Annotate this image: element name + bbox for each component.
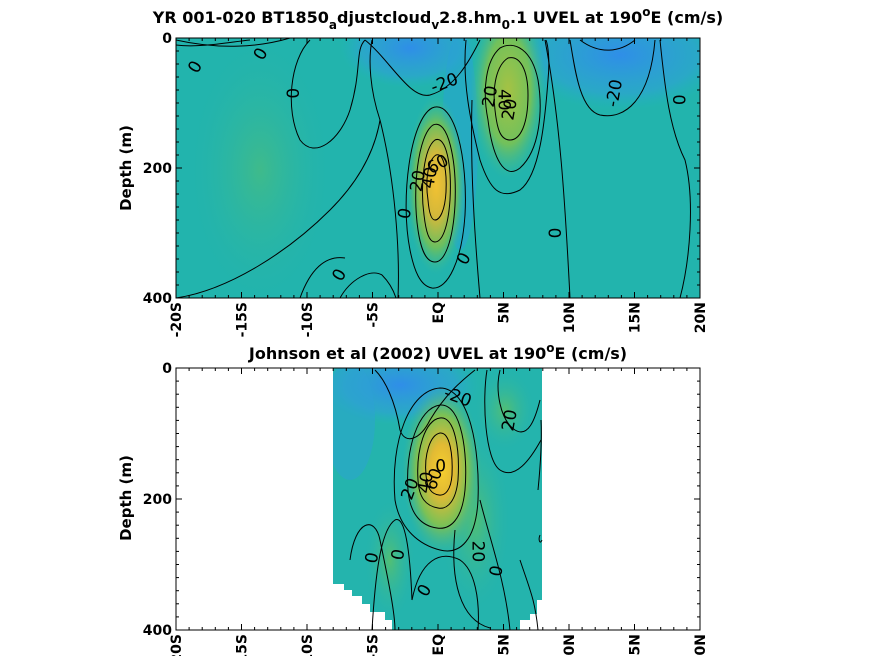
contour-line: [538, 534, 543, 543]
contour-label: 0: [435, 456, 446, 476]
contour-line: [349, 524, 396, 630]
contours-top: [176, 38, 691, 298]
contour-line: [176, 119, 381, 298]
contour-label: 0: [670, 94, 690, 105]
x-tick-label: -20S: [169, 302, 185, 337]
x-tick-label: 20N: [693, 634, 709, 656]
title-bottom: Johnson et al (2002) UVEL at 190oE (cm/s…: [248, 341, 627, 363]
x-tick-label: 15N: [628, 302, 644, 333]
contour-label: 20: [498, 97, 521, 122]
contour-line: [176, 38, 291, 47]
x-tick-label: -10S: [300, 634, 316, 656]
contour-line: [411, 555, 479, 630]
x-axis-bottom: -20S -15S -10S -5S EQ 5N 10N 15N 20N: [169, 368, 709, 656]
panel-bottom: Johnson et al (2002) UVEL at 190oE (cm/s…: [117, 341, 709, 656]
contour-line: [407, 404, 467, 529]
x-tick-label: 5N: [497, 634, 513, 655]
contour-label: 0: [284, 88, 304, 99]
panel-top: YR 001-020 BT1850adjustcloudv2.8.hm0.1 U…: [117, 5, 723, 337]
core-eq: [406, 95, 466, 275]
contour-label: 40: [494, 89, 514, 111]
contours-bottom: [349, 369, 543, 630]
x-tick-label: -15S: [235, 302, 251, 337]
y-axis-label-top: Depth (m): [117, 125, 135, 211]
y-tick-label: 400: [143, 623, 172, 639]
y-axis-label-bottom: Depth (m): [117, 455, 135, 541]
contour-line: [659, 39, 691, 298]
contour-label: 0: [394, 206, 416, 220]
contour-label: 0: [486, 564, 508, 578]
x-tick-label: -15S: [235, 634, 251, 656]
x-tick-label: -5S: [366, 634, 382, 656]
contour-line: [497, 369, 541, 433]
contour-line: [544, 39, 571, 298]
y-tick-label: 400: [143, 291, 172, 307]
x-tick-label: 10N: [562, 302, 578, 333]
contour-line: [371, 519, 413, 630]
contour-line: [479, 499, 511, 630]
contour-line: [464, 39, 550, 195]
contour-line: [299, 257, 346, 298]
x-axis-top: -20S -15S -10S -5S EQ 5N 10N 15N 20N: [169, 38, 709, 337]
contour-line: [537, 419, 542, 491]
blue-region-north: [510, 38, 700, 110]
x-tick-label: -20S: [169, 634, 185, 656]
contour-line: [415, 123, 456, 263]
contour-label: 20: [407, 169, 430, 194]
contour-line: [422, 139, 451, 243]
x-tick-label: EQ: [431, 302, 447, 324]
blue-region-center: [340, 38, 480, 88]
heatmap-top: [176, 38, 700, 298]
contour-label: -20: [603, 78, 628, 109]
contour-line: [339, 272, 397, 298]
contour-line: [290, 39, 366, 149]
contour-line: [569, 39, 656, 117]
contour-label: 20: [479, 84, 502, 109]
y-tick-label: 0: [162, 31, 172, 47]
contour-line: [453, 529, 491, 629]
y-tick-label: 200: [143, 161, 172, 177]
contour-label: 20: [467, 541, 487, 563]
contour-line: [417, 417, 459, 509]
contour-line: [471, 99, 481, 298]
contour-line: [519, 559, 539, 630]
x-tick-label: 20N: [693, 302, 709, 333]
contour-line: [364, 39, 481, 96]
x-tick-label: -10S: [300, 302, 316, 337]
contour-label: 0: [546, 228, 566, 239]
contour-line: [426, 154, 447, 221]
contour-line: [484, 44, 541, 172]
contour-label: 0: [388, 548, 410, 562]
contour-label: 0: [362, 551, 384, 565]
contour-label: 20: [498, 408, 521, 433]
x-tick-label: EQ: [431, 634, 447, 656]
contour-line: [393, 387, 479, 552]
contour-line: [176, 39, 251, 47]
contour-line: [484, 369, 542, 474]
contour-line: [579, 39, 636, 51]
title-top: YR 001-020 BT1850adjustcloudv2.8.hm0.1 U…: [152, 5, 723, 32]
y-tick-label: 0: [162, 361, 172, 377]
green-band-3: [475, 370, 535, 450]
green-band-1: [365, 500, 415, 620]
contour-line: [369, 39, 399, 298]
contour-line: [425, 432, 453, 496]
x-tick-label: -5S: [366, 302, 382, 328]
contour-line: [493, 57, 529, 141]
y-tick-label: 200: [143, 492, 172, 508]
blue-region-bottom-2: [325, 368, 375, 480]
core-eq-bottom: [402, 385, 482, 555]
contour-label: 40: [414, 470, 437, 495]
green-region-south: [190, 40, 330, 298]
x-tick-label: 15N: [628, 634, 644, 656]
core-secondary: [470, 38, 546, 180]
contour-line: [405, 106, 466, 289]
contour-label: 40: [418, 165, 441, 190]
x-tick-label: 10N: [562, 634, 578, 656]
x-tick-label: 5N: [497, 302, 513, 323]
